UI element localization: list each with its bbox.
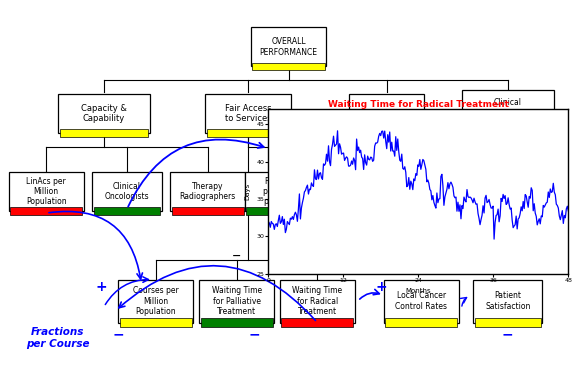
Text: Clinical
Oncologists: Clinical Oncologists: [104, 182, 149, 201]
Text: OVERALL
PERFORMANCE: OVERALL PERFORMANCE: [260, 37, 317, 57]
Text: LinAcs per
Million
Population: LinAcs per Million Population: [26, 177, 66, 206]
FancyBboxPatch shape: [58, 94, 150, 133]
Text: −: −: [113, 327, 124, 341]
FancyBboxPatch shape: [201, 318, 272, 327]
FancyBboxPatch shape: [349, 94, 424, 133]
FancyBboxPatch shape: [92, 172, 162, 211]
FancyBboxPatch shape: [93, 207, 160, 215]
FancyBboxPatch shape: [207, 129, 290, 137]
Text: Fair Access
to Services: Fair Access to Services: [225, 104, 271, 123]
Text: Fractions
per Course: Fractions per Course: [26, 327, 89, 349]
Text: Efficiency: Efficiency: [365, 109, 409, 118]
FancyBboxPatch shape: [205, 94, 291, 133]
Text: Courses per
Million
Population: Courses per Million Population: [133, 286, 179, 316]
X-axis label: Months: Months: [406, 289, 431, 294]
Text: Local Cancer
Control Rates: Local Cancer Control Rates: [395, 291, 447, 311]
Title: Waiting Time for Radical Treatment: Waiting Time for Radical Treatment: [328, 100, 509, 109]
FancyBboxPatch shape: [251, 27, 326, 66]
FancyBboxPatch shape: [246, 207, 308, 215]
FancyBboxPatch shape: [253, 63, 324, 70]
Y-axis label: Days: Days: [245, 183, 251, 200]
FancyBboxPatch shape: [10, 207, 82, 215]
Text: −: −: [502, 327, 514, 341]
Text: Patient
Satisfaction: Patient Satisfaction: [485, 291, 530, 311]
FancyBboxPatch shape: [474, 318, 541, 327]
Text: Waiting Time
for Palliative
Treatment: Waiting Time for Palliative Treatment: [212, 286, 261, 316]
FancyBboxPatch shape: [280, 280, 355, 323]
FancyBboxPatch shape: [473, 280, 542, 323]
FancyBboxPatch shape: [282, 318, 353, 327]
FancyBboxPatch shape: [120, 318, 192, 327]
Text: Capacity &
Capability: Capacity & Capability: [81, 104, 127, 123]
Text: Therapy
Radiographers: Therapy Radiographers: [179, 182, 236, 201]
Text: Fractio
per Lin.
per Ho: Fractio per Lin. per Ho: [263, 177, 291, 206]
Text: +: +: [375, 280, 387, 294]
FancyBboxPatch shape: [59, 129, 148, 137]
FancyBboxPatch shape: [245, 172, 309, 211]
Text: Clinical
Effectiveness
& Outcomes: Clinical Effectiveness & Outcomes: [482, 99, 533, 128]
FancyBboxPatch shape: [385, 318, 457, 327]
FancyBboxPatch shape: [118, 280, 193, 323]
FancyBboxPatch shape: [199, 280, 274, 323]
FancyBboxPatch shape: [351, 129, 422, 137]
FancyBboxPatch shape: [384, 280, 459, 323]
FancyBboxPatch shape: [9, 172, 84, 211]
Text: +: +: [95, 280, 107, 294]
FancyBboxPatch shape: [463, 132, 552, 142]
FancyBboxPatch shape: [170, 172, 245, 211]
Text: Waiting Time
for Radical
Treatment: Waiting Time for Radical Treatment: [293, 286, 342, 316]
Text: −: −: [232, 251, 241, 261]
FancyBboxPatch shape: [462, 90, 554, 137]
Text: −: −: [248, 327, 260, 341]
FancyBboxPatch shape: [172, 207, 243, 215]
